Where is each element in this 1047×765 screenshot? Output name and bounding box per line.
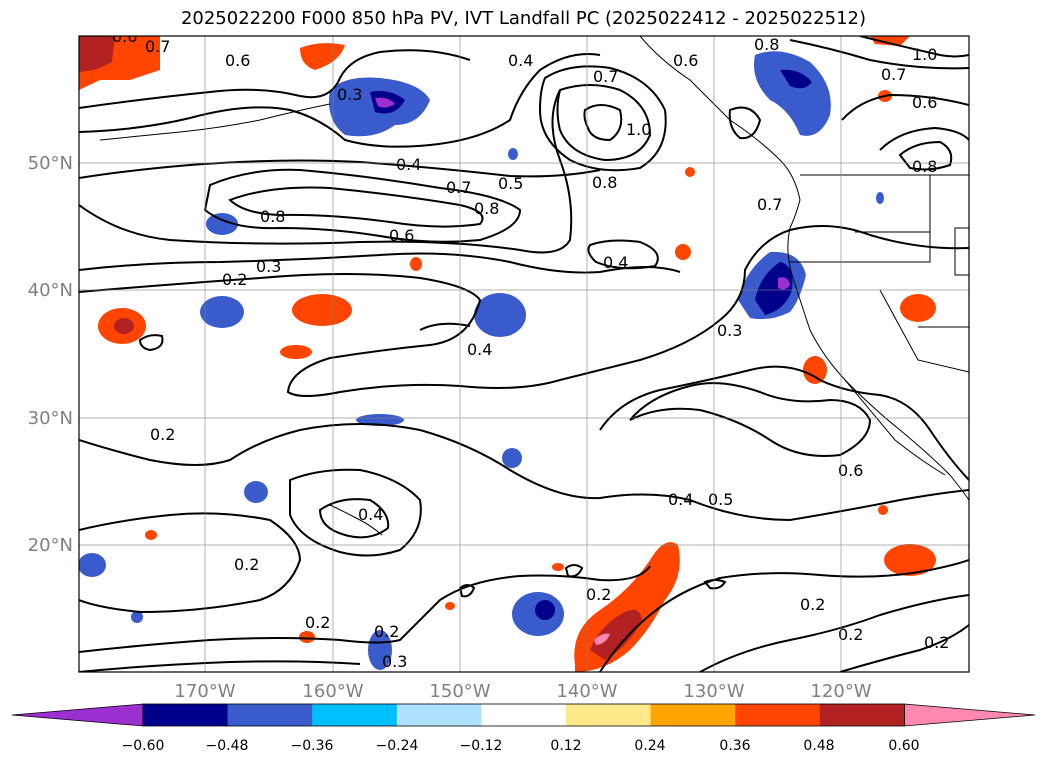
colorbar-tick: −0.12	[460, 738, 503, 754]
contour-label: 0.7	[145, 37, 170, 56]
contour-label: 0.4	[668, 490, 693, 509]
contour-label: 0.7	[881, 65, 906, 84]
contour-label: 0.6	[225, 51, 250, 70]
lat-label: 20°N	[28, 535, 73, 556]
contour-label: 0.3	[717, 321, 742, 340]
contour-label: 0.4	[508, 51, 533, 70]
contour-label: 0.8	[912, 157, 937, 176]
lon-label: 120°W	[810, 681, 871, 702]
contour-label: 0.2	[800, 595, 825, 614]
map-border	[78, 35, 970, 673]
colorbar-extend-max	[904, 703, 1036, 727]
colorbar-tick-labels: −0.60 −0.48 −0.36 −0.24 −0.12 0.12 0.24 …	[122, 738, 920, 754]
colorbar-segment	[481, 704, 567, 726]
contour-label: 0.8	[754, 35, 779, 54]
contour-label: 0.8	[592, 173, 617, 192]
colorbar-extend-min	[11, 703, 144, 727]
lat-label: 30°N	[28, 408, 73, 429]
contour-label: 0.2	[150, 425, 175, 444]
contour-label: 0.6	[112, 27, 137, 46]
contour-label: 1.0	[626, 120, 651, 139]
contour-label: 0.3	[337, 85, 362, 104]
lon-label: 140°W	[556, 681, 617, 702]
lon-label: 160°W	[302, 681, 363, 702]
lat-label: 40°N	[28, 280, 73, 301]
colorbar-tick: 0.24	[634, 738, 665, 754]
colorbar-tick: −0.60	[122, 738, 165, 754]
contour-labels: 0.6 0.7 0.6 0.3 0.4 0.7 1.0 0.6 0.4 0.5 …	[112, 27, 949, 671]
colorbar-outline	[142, 703, 905, 727]
contour-label: 0.2	[222, 270, 247, 289]
colorbar-tick: 0.12	[550, 738, 581, 754]
lon-label: 150°W	[429, 681, 490, 702]
map-panel	[79, 36, 969, 672]
colorbar-segment	[819, 704, 905, 726]
lon-label: 130°W	[683, 681, 744, 702]
colorbar-tick: −0.24	[376, 738, 419, 754]
colorbar	[11, 703, 1036, 727]
contour-label: 0.6	[838, 461, 863, 480]
contour-label: 0.7	[446, 178, 471, 197]
contour-label: 0.4	[467, 340, 492, 359]
pv-contour-lines	[79, 36, 969, 672]
colorbar-segment	[143, 704, 229, 726]
graticule	[79, 36, 969, 672]
contour-label: 0.7	[593, 67, 618, 86]
contour-label: 0.6	[673, 51, 698, 70]
longitude-labels: 170°W 160°W 150°W 140°W 130°W 120°W	[174, 681, 871, 702]
contour-label: 0.7	[757, 195, 782, 214]
coastlines	[99, 36, 969, 536]
contour-label: 0.3	[256, 257, 281, 276]
contour-label: 1.0	[912, 45, 937, 64]
pv-fill-patches	[79, 36, 936, 672]
contour-label: 0.8	[474, 199, 499, 218]
colorbar-segment	[650, 704, 736, 726]
colorbar-tick: 0.48	[803, 738, 834, 754]
contour-label: 0.2	[924, 633, 949, 652]
lat-label: 50°N	[28, 153, 73, 174]
contour-label: 0.2	[305, 613, 330, 632]
contour-label: 0.2	[374, 622, 399, 641]
contour-label: 0.5	[708, 490, 733, 509]
contour-label: 0.4	[396, 155, 421, 174]
colorbar-tick: 0.36	[719, 738, 750, 754]
contour-label: 0.3	[382, 652, 407, 671]
contour-label: 0.2	[234, 555, 259, 574]
contour-label: 0.2	[838, 625, 863, 644]
colorbar-tick: −0.36	[291, 738, 334, 754]
contour-label: 0.4	[603, 253, 628, 272]
latitude-labels: 50°N 40°N 30°N 20°N	[28, 153, 73, 556]
contour-label: 0.4	[358, 505, 383, 524]
colorbar-segment	[227, 704, 313, 726]
colorbar-segment	[312, 704, 398, 726]
lon-label: 170°W	[174, 681, 235, 702]
contour-label: 0.6	[912, 93, 937, 112]
contour-label: 0.5	[498, 174, 523, 193]
map-title: 2025022200 F000 850 hPa PV, IVT Landfall…	[180, 8, 867, 29]
contour-label: 0.2	[586, 585, 611, 604]
colorbar-tick: −0.48	[206, 738, 249, 754]
colorbar-segment	[396, 704, 482, 726]
contour-label: 0.6	[389, 226, 414, 245]
colorbar-tick: 0.60	[888, 738, 919, 754]
contour-label: 0.8	[260, 207, 285, 226]
colorbar-segment	[735, 704, 821, 726]
colorbar-segment	[566, 704, 652, 726]
